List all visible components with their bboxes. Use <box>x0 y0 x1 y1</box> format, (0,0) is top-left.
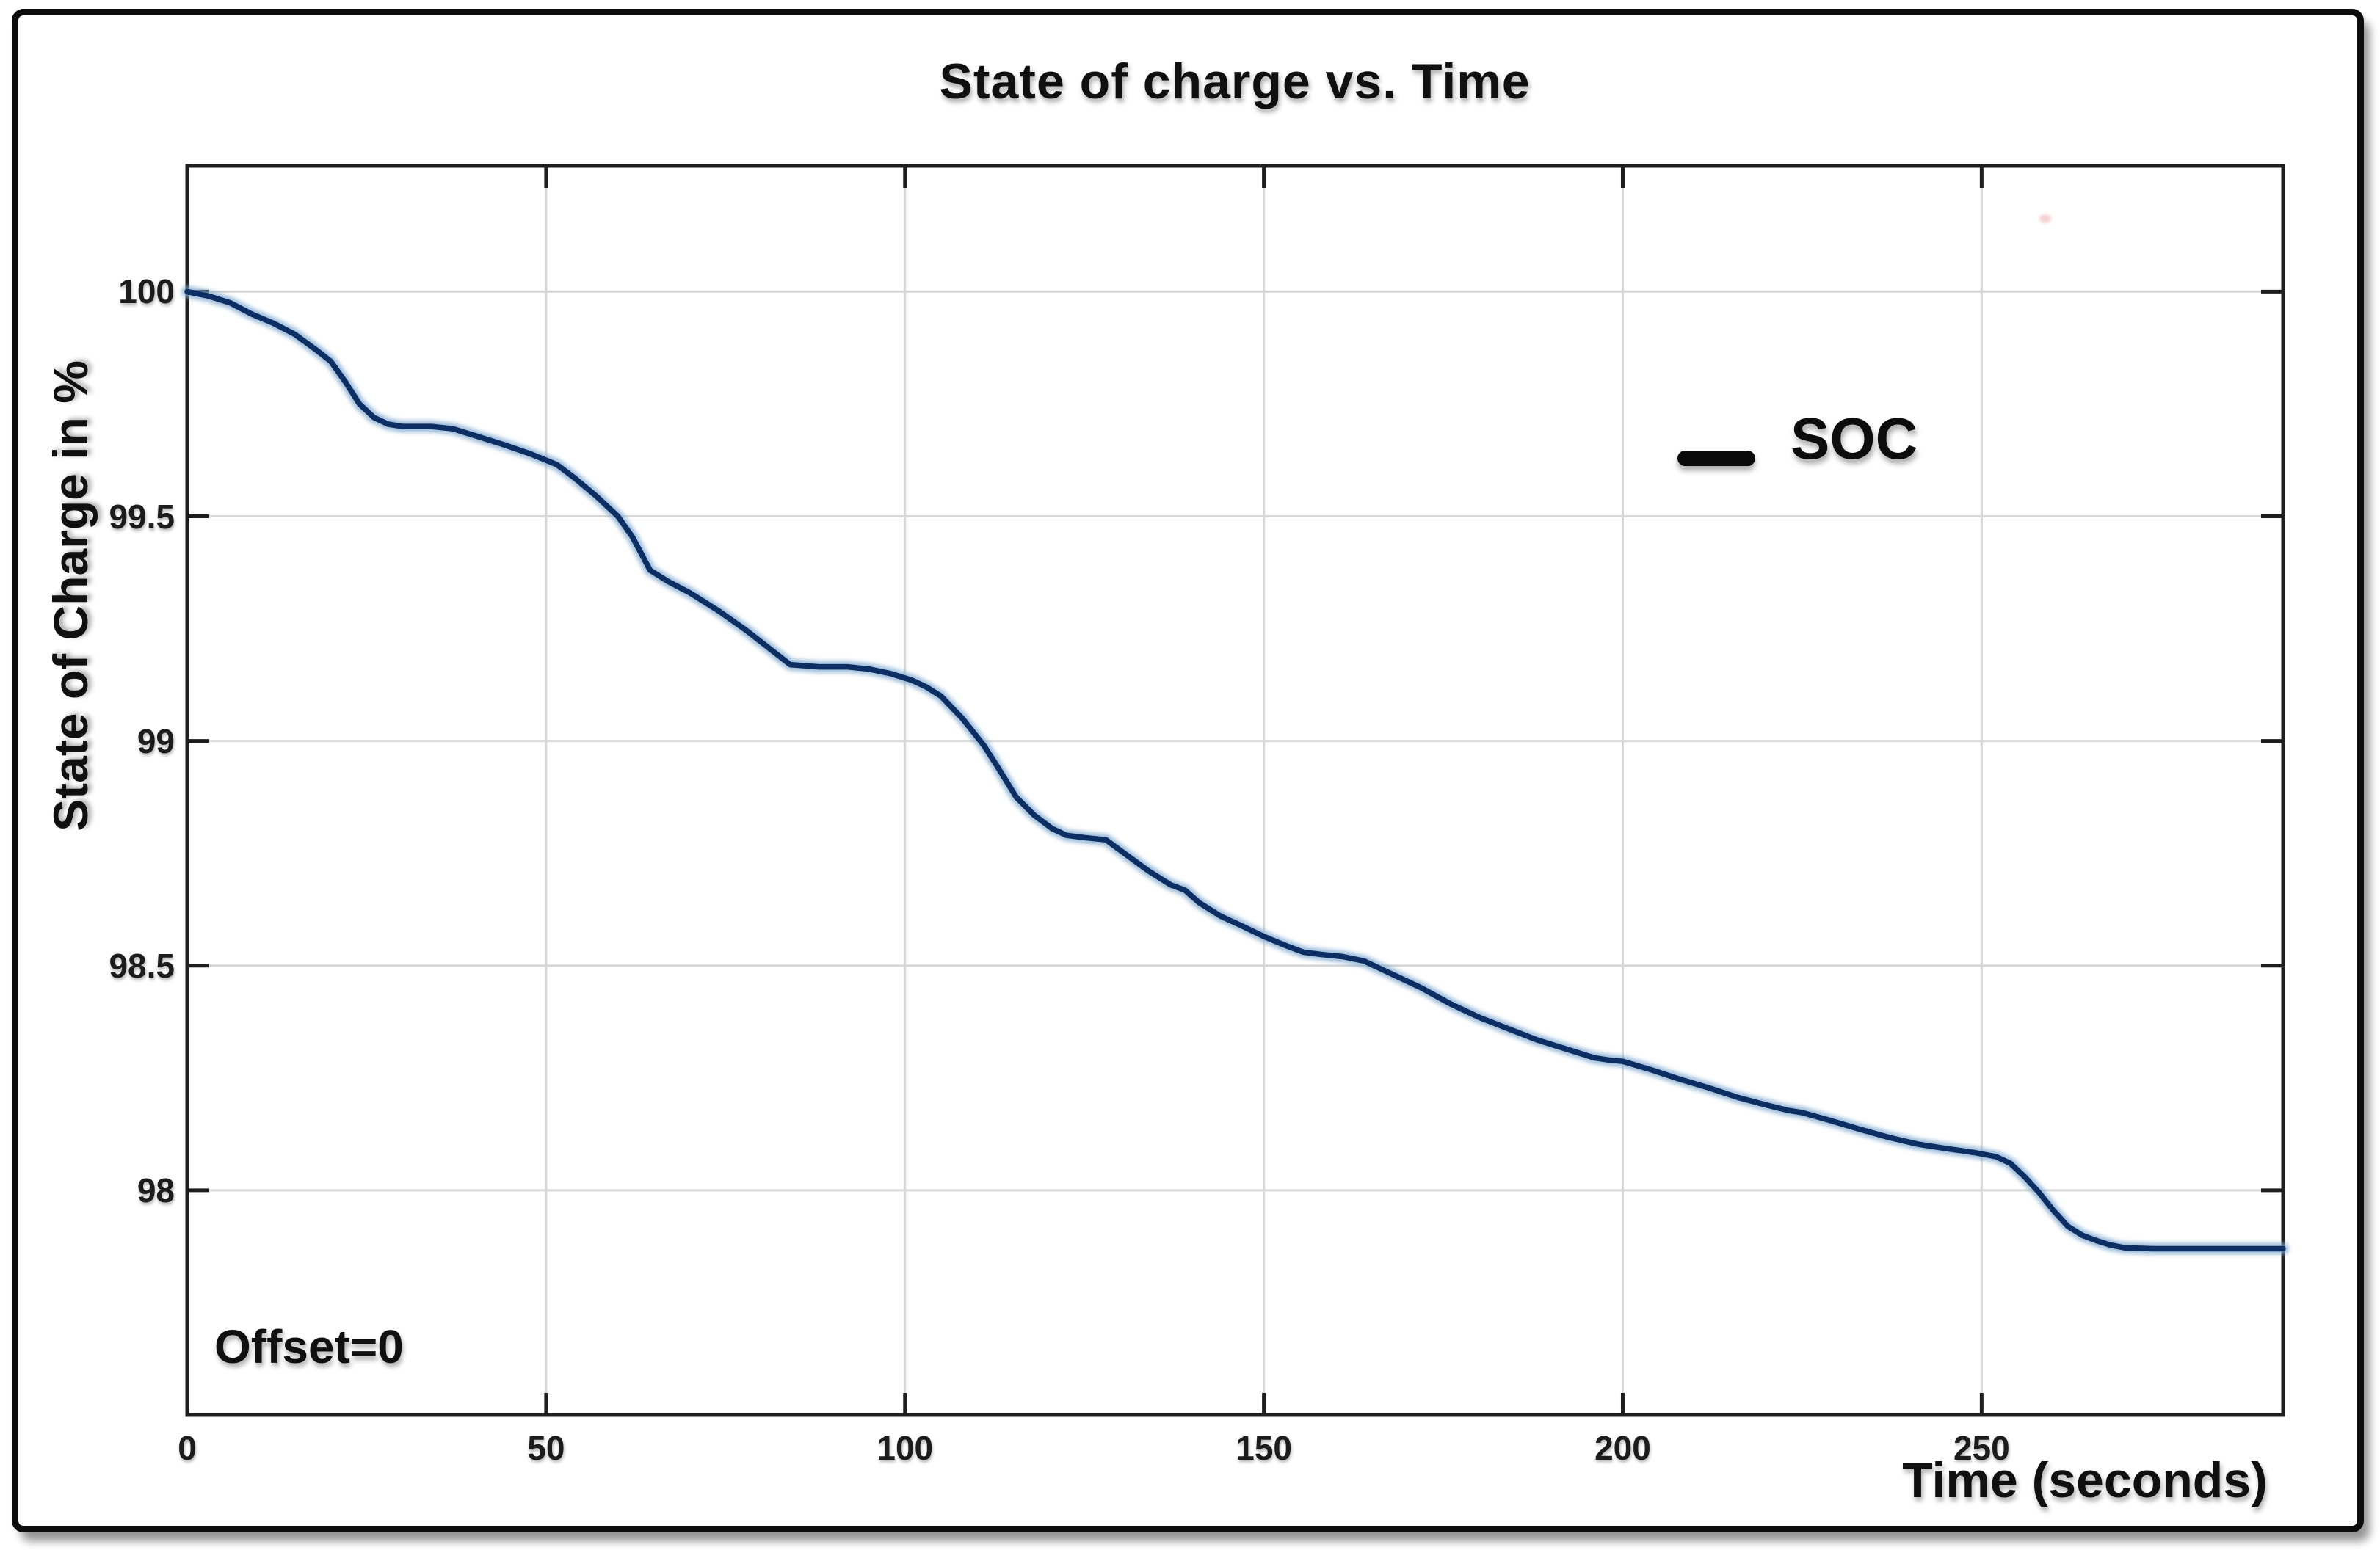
x-tick-label: 0 <box>178 1429 197 1467</box>
y-tick-label: 99 <box>137 721 175 760</box>
y-tick-label: 99.5 <box>109 497 175 536</box>
offset-annotation: Offset=0 <box>214 1320 404 1373</box>
soc-curve <box>184 288 2286 1252</box>
x-tick-label: 50 <box>527 1429 565 1467</box>
legend-label: SOC <box>1791 406 1918 471</box>
image-frame <box>12 9 2364 1532</box>
y-tick-label: 98.5 <box>109 946 175 985</box>
soc-curve-halo <box>181 285 2289 1255</box>
artifact-smudge <box>2039 214 2051 223</box>
x-tick-label: 200 <box>1594 1429 1651 1467</box>
axis-ticks <box>185 166 2283 1415</box>
gridlines <box>187 166 2283 1415</box>
legend: SOC <box>1677 405 1918 473</box>
y-tick-label: 98 <box>137 1171 175 1209</box>
soc-line-swatch <box>1677 450 1755 466</box>
plot-border <box>185 164 2285 1417</box>
chart-title: State of charge vs. Time <box>939 54 1531 109</box>
x-axis-label: Time (seconds) <box>1902 1452 2268 1508</box>
x-tick-label: 100 <box>877 1429 934 1467</box>
x-tick-label: 250 <box>1953 1429 2010 1467</box>
x-tick-label: 150 <box>1236 1429 1292 1467</box>
y-tick-label: 100 <box>118 272 175 311</box>
